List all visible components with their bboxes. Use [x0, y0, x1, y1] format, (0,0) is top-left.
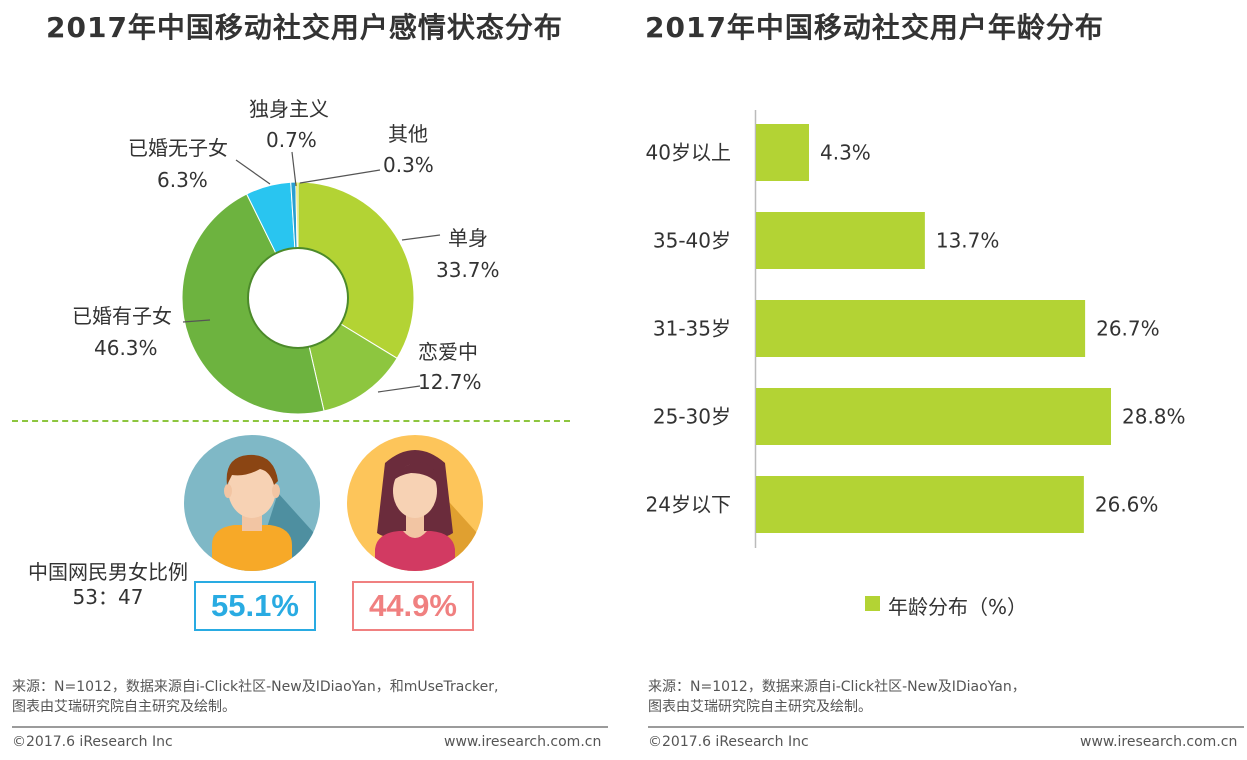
bar-category-label: 24岁以下 [646, 493, 731, 517]
bar-category-label: 31-35岁 [653, 317, 731, 341]
right-website: www.iresearch.com.cn [1080, 734, 1238, 750]
bar-3 [756, 388, 1111, 445]
left-footer-rule [12, 726, 608, 728]
bar-value-label: 28.8% [1122, 405, 1186, 429]
male-avatar [184, 435, 320, 571]
bar-category-label: 40岁以上 [646, 141, 731, 165]
left-source-line1: 来源：N=1012，数据来源自i-Click社区-New及IDiaoYan，和m… [12, 679, 499, 695]
bar-chart: 40岁以上 4.3% 35-40岁 13.7% 31-35岁 26.7% 25-30岁 28.… [646, 110, 1186, 548]
slice-value-single-by-choice: 0.7% [266, 128, 317, 152]
slice-label-other: 其他 [388, 122, 428, 146]
right-footer-rule [648, 726, 1244, 728]
bar-chart-title: 2017年中国移动社交用户年龄分布 [645, 11, 1104, 44]
donut-hole [247, 247, 349, 349]
slice-label-married-no-children: 已婚无子女 [128, 136, 228, 160]
donut-chart [181, 151, 441, 415]
leader-line-married-children [182, 319, 211, 323]
left-source-line2: 图表由艾瑞研究院自主研究及绘制。 [12, 699, 236, 715]
slice-value-dating: 12.7% [418, 370, 482, 394]
bar-0 [756, 124, 810, 181]
bar-category-label: 25-30岁 [653, 405, 731, 429]
legend-label: 年龄分布（%） [888, 595, 1028, 619]
left-website: www.iresearch.com.cn [444, 734, 602, 750]
right-source-line1: 来源：N=1012，数据来源自i-Click社区-New及IDiaoYan， [648, 679, 1026, 695]
bar-value-label: 26.6% [1095, 493, 1159, 517]
bar-value-label: 4.3% [820, 141, 871, 165]
bar-1 [756, 212, 925, 269]
right-copyright: ©2017.6 iResearch Inc [648, 734, 809, 750]
leader-line-other [299, 169, 381, 184]
female-percentage: 44.9% [352, 581, 474, 631]
donut-chart-title: 2017年中国移动社交用户感情状态分布 [46, 11, 563, 44]
gender-ratio-value: 53：47 [72, 585, 144, 609]
female-avatar [347, 435, 483, 571]
bar-2 [756, 300, 1086, 357]
leader-line-married-no-children [235, 159, 271, 185]
bar-4 [756, 476, 1084, 533]
leader-line-single [401, 234, 441, 241]
legend-swatch [865, 596, 880, 611]
bar-category-label: 35-40岁 [653, 229, 731, 253]
right-source-line2: 图表由艾瑞研究院自主研究及绘制。 [648, 699, 872, 715]
section-divider [12, 420, 570, 422]
gender-ratio-title: 中国网民男女比例 [28, 560, 188, 584]
male-percentage: 55.1% [194, 581, 316, 631]
slice-value-other: 0.3% [383, 153, 434, 177]
leader-line-single-by-choice [291, 151, 297, 187]
slice-value-single: 33.7% [436, 258, 500, 282]
leader-line-dating [377, 385, 421, 393]
slice-label-married-children: 已婚有子女 [72, 304, 172, 328]
slice-label-dating: 恋爱中 [418, 340, 478, 364]
bar-value-label: 26.7% [1096, 317, 1160, 341]
slice-label-single-by-choice: 独身主义 [249, 97, 329, 121]
slice-value-married-no-children: 6.3% [157, 168, 208, 192]
slice-value-married-children: 46.3% [94, 336, 158, 360]
slice-label-single: 单身 [448, 226, 488, 250]
bar-value-label: 13.7% [936, 229, 1000, 253]
left-copyright: ©2017.6 iResearch Inc [12, 734, 173, 750]
